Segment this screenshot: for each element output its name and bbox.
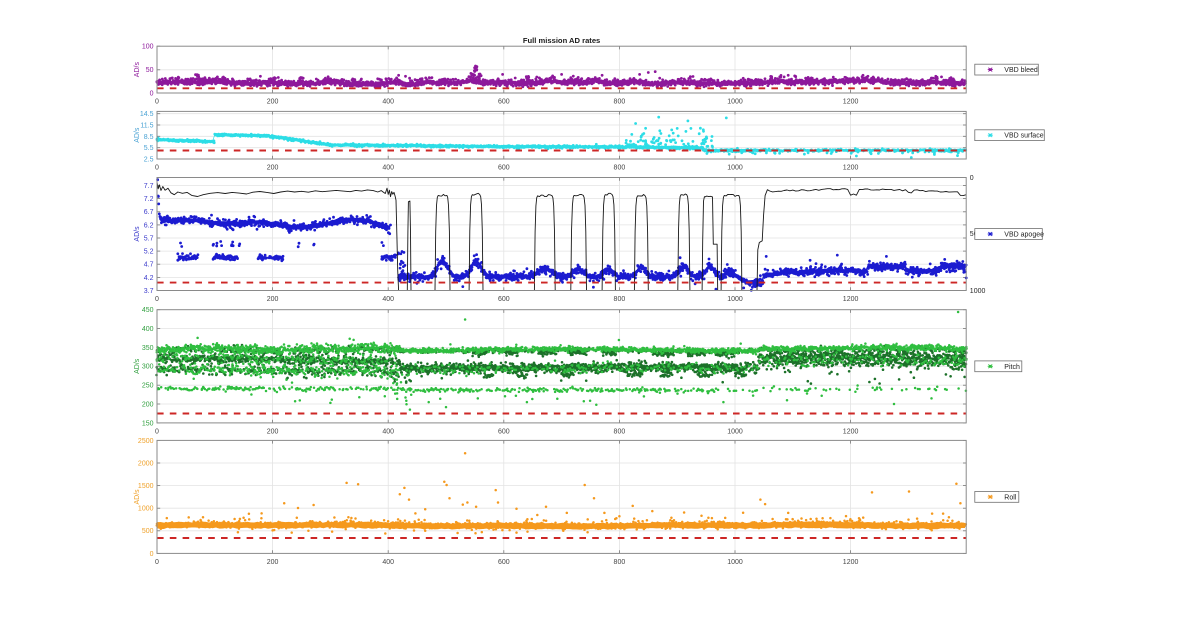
svg-text:6.2: 6.2 — [144, 222, 154, 229]
svg-text:2000: 2000 — [138, 460, 154, 467]
svg-text:0: 0 — [155, 296, 159, 303]
svg-text:150: 150 — [142, 420, 154, 427]
svg-text:400: 400 — [382, 296, 394, 303]
svg-text:1000: 1000 — [727, 429, 743, 436]
svg-text:7.7: 7.7 — [144, 183, 154, 190]
svg-text:5.7: 5.7 — [144, 235, 154, 242]
svg-text:1000: 1000 — [970, 288, 986, 295]
svg-text:0: 0 — [150, 551, 154, 558]
svg-text:0: 0 — [970, 175, 974, 182]
svg-text:2.5: 2.5 — [144, 156, 154, 163]
svg-text:300: 300 — [142, 364, 154, 371]
svg-text:200: 200 — [267, 296, 279, 303]
svg-text:350: 350 — [142, 345, 154, 352]
svg-text:50: 50 — [146, 67, 154, 74]
svg-text:450: 450 — [142, 307, 154, 314]
svg-text:Pitch: Pitch — [1004, 364, 1020, 371]
svg-text:100: 100 — [142, 44, 154, 51]
svg-text:600: 600 — [498, 165, 510, 172]
svg-text:1000: 1000 — [727, 99, 743, 106]
svg-text:1000: 1000 — [138, 506, 154, 513]
svg-text:1200: 1200 — [843, 429, 859, 436]
svg-text:VBD apogee: VBD apogee — [1004, 232, 1044, 239]
svg-text:250: 250 — [142, 383, 154, 390]
svg-text:AD/s: AD/s — [134, 226, 141, 242]
svg-text:7.2: 7.2 — [144, 196, 154, 203]
svg-text:0: 0 — [155, 559, 159, 566]
svg-text:6.7: 6.7 — [144, 209, 154, 216]
svg-text:800: 800 — [614, 99, 626, 106]
svg-text:400: 400 — [382, 429, 394, 436]
svg-text:1200: 1200 — [843, 99, 859, 106]
svg-text:4.7: 4.7 — [144, 262, 154, 269]
svg-text:500: 500 — [142, 528, 154, 535]
svg-text:200: 200 — [267, 165, 279, 172]
svg-text:800: 800 — [614, 429, 626, 436]
svg-text:AD/s: AD/s — [134, 489, 141, 505]
svg-text:200: 200 — [267, 429, 279, 436]
svg-text:4.2: 4.2 — [144, 275, 154, 282]
svg-text:5.5: 5.5 — [144, 145, 154, 152]
svg-text:2500: 2500 — [138, 438, 154, 445]
svg-text:0: 0 — [155, 99, 159, 106]
svg-text:800: 800 — [614, 296, 626, 303]
svg-text:14.5: 14.5 — [140, 111, 154, 118]
svg-text:3.7: 3.7 — [144, 288, 154, 295]
svg-text:1000: 1000 — [727, 296, 743, 303]
svg-text:8.5: 8.5 — [144, 134, 154, 141]
svg-text:400: 400 — [382, 165, 394, 172]
svg-text:AD/s: AD/s — [134, 127, 141, 143]
svg-text:600: 600 — [498, 429, 510, 436]
svg-text:800: 800 — [614, 165, 626, 172]
svg-text:1000: 1000 — [727, 165, 743, 172]
svg-text:VBD bleed: VBD bleed — [1004, 67, 1038, 74]
svg-text:5.2: 5.2 — [144, 249, 154, 256]
svg-text:AD/s: AD/s — [134, 358, 141, 374]
svg-text:600: 600 — [498, 99, 510, 106]
svg-text:800: 800 — [614, 559, 626, 566]
svg-text:Full mission AD rates: Full mission AD rates — [523, 36, 600, 45]
svg-text:600: 600 — [498, 559, 510, 566]
svg-text:200: 200 — [267, 559, 279, 566]
svg-text:1200: 1200 — [843, 296, 859, 303]
svg-text:0: 0 — [155, 165, 159, 172]
svg-text:400: 400 — [142, 326, 154, 333]
svg-text:600: 600 — [498, 296, 510, 303]
svg-text:1500: 1500 — [138, 483, 154, 490]
svg-text:VBD surface: VBD surface — [1004, 133, 1043, 140]
svg-text:200: 200 — [267, 99, 279, 106]
svg-text:1200: 1200 — [843, 165, 859, 172]
svg-text:400: 400 — [382, 99, 394, 106]
svg-text:1000: 1000 — [727, 559, 743, 566]
svg-text:AD/s: AD/s — [134, 62, 141, 78]
svg-text:11.5: 11.5 — [140, 122, 153, 129]
svg-text:Roll: Roll — [1004, 494, 1017, 501]
svg-text:0: 0 — [150, 90, 154, 97]
svg-text:400: 400 — [382, 559, 394, 566]
svg-text:1200: 1200 — [843, 559, 859, 566]
svg-text:0: 0 — [155, 429, 159, 436]
svg-text:200: 200 — [142, 401, 154, 408]
